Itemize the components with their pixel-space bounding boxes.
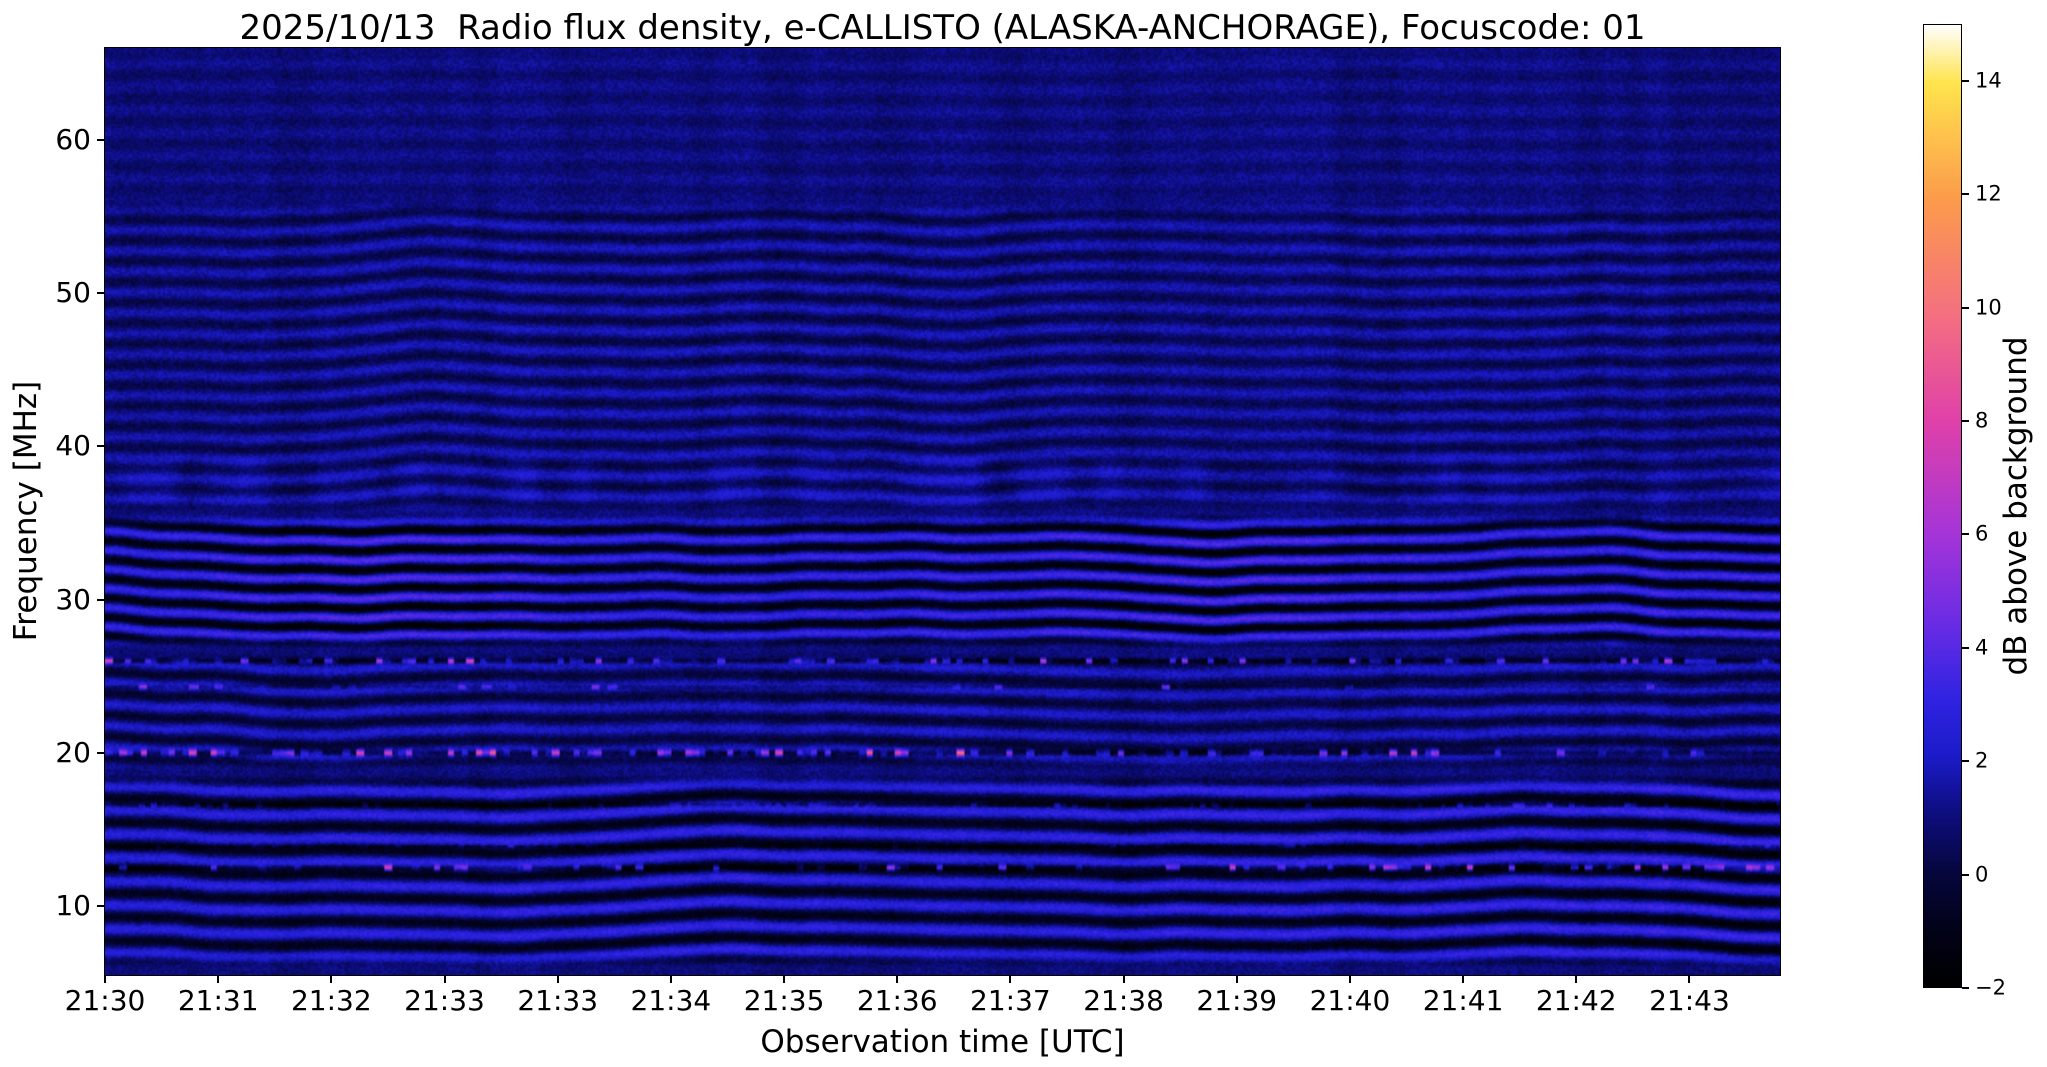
x-tick-mark (1575, 975, 1578, 983)
x-tick-label: 21:31 (177, 984, 259, 1017)
colorbar-label: dB above background (1998, 336, 2034, 676)
colorbar-tick-label: −2 (1975, 975, 2006, 1000)
x-tick-mark (783, 975, 786, 983)
y-tick-label: 30 (55, 582, 91, 616)
x-tick-mark (1009, 975, 1012, 983)
x-tick-label: 21:43 (1649, 984, 1730, 1017)
y-tick-mark (97, 292, 105, 295)
y-tick-mark (97, 751, 105, 754)
x-tick-mark (669, 975, 672, 983)
y-tick-label: 50 (55, 276, 91, 310)
y-tick-label: 60 (55, 122, 91, 156)
x-tick-label: 21:42 (1535, 984, 1617, 1017)
x-tick-label: 21:35 (743, 984, 825, 1017)
x-tick-label: 21:30 (64, 984, 146, 1017)
x-tick-mark (104, 975, 106, 983)
y-axis-label: Frequency [MHz] (8, 380, 44, 642)
colorbar-tick-label: 10 (1975, 295, 2002, 320)
x-tick-mark (1688, 975, 1691, 983)
x-tick-mark (443, 975, 446, 983)
x-tick-label: 21:38 (1083, 984, 1164, 1017)
colorbar-tick-mark (1962, 533, 1969, 536)
y-tick-label: 10 (55, 889, 91, 923)
y-tick-label: 20 (55, 735, 91, 769)
x-tick-label: 21:40 (1309, 984, 1391, 1017)
colorbar-tick-label: 14 (1975, 68, 2002, 93)
x-tick-label: 21:32 (290, 984, 372, 1017)
colorbar-tick-mark (1962, 79, 1969, 82)
x-tick-label: 21:39 (1196, 984, 1278, 1017)
x-axis-label: Observation time [UTC] (760, 1024, 1125, 1060)
spectrogram-canvas (105, 48, 1780, 975)
colorbar-tick-label: 4 (1975, 635, 1989, 660)
x-tick-label: 21:36 (856, 984, 938, 1017)
colorbar-tick-mark (1962, 646, 1969, 649)
y-tick-mark (97, 445, 105, 448)
x-tick-mark (1235, 975, 1238, 983)
colorbar-tick-mark (1962, 760, 1969, 763)
x-tick-mark (1122, 975, 1125, 983)
y-tick-label: 40 (55, 429, 91, 463)
x-tick-mark (896, 975, 899, 983)
colorbar (1923, 24, 1962, 988)
colorbar-tick-label: 2 (1975, 748, 1989, 773)
chart-title: 2025/10/13 Radio flux density, e-CALLIST… (239, 8, 1646, 48)
x-tick-label: 21:33 (404, 984, 485, 1017)
y-tick-mark (97, 138, 105, 141)
colorbar-tick-mark (1962, 306, 1969, 309)
x-tick-label: 21:33 (517, 984, 599, 1017)
colorbar-tick-mark (1962, 193, 1969, 196)
colorbar-tick-label: 12 (1975, 181, 2002, 206)
colorbar-tick-mark (1962, 987, 1969, 989)
x-tick-mark (1462, 975, 1465, 983)
colorbar-tick-mark (1962, 873, 1969, 876)
colorbar-tick-label: 6 (1975, 521, 1989, 546)
x-tick-label: 21:37 (970, 984, 1051, 1017)
x-tick-label: 21:34 (630, 984, 712, 1017)
x-tick-mark (556, 975, 559, 983)
x-tick-mark (330, 975, 333, 983)
x-tick-label: 21:41 (1422, 984, 1504, 1017)
y-tick-mark (97, 598, 105, 601)
x-tick-mark (217, 975, 220, 983)
x-tick-mark (1348, 975, 1351, 983)
colorbar-tick-label: 8 (1975, 408, 1989, 433)
y-tick-mark (97, 905, 105, 908)
colorbar-tick-mark (1962, 419, 1969, 422)
colorbar-tick-label: 0 (1975, 862, 1989, 887)
